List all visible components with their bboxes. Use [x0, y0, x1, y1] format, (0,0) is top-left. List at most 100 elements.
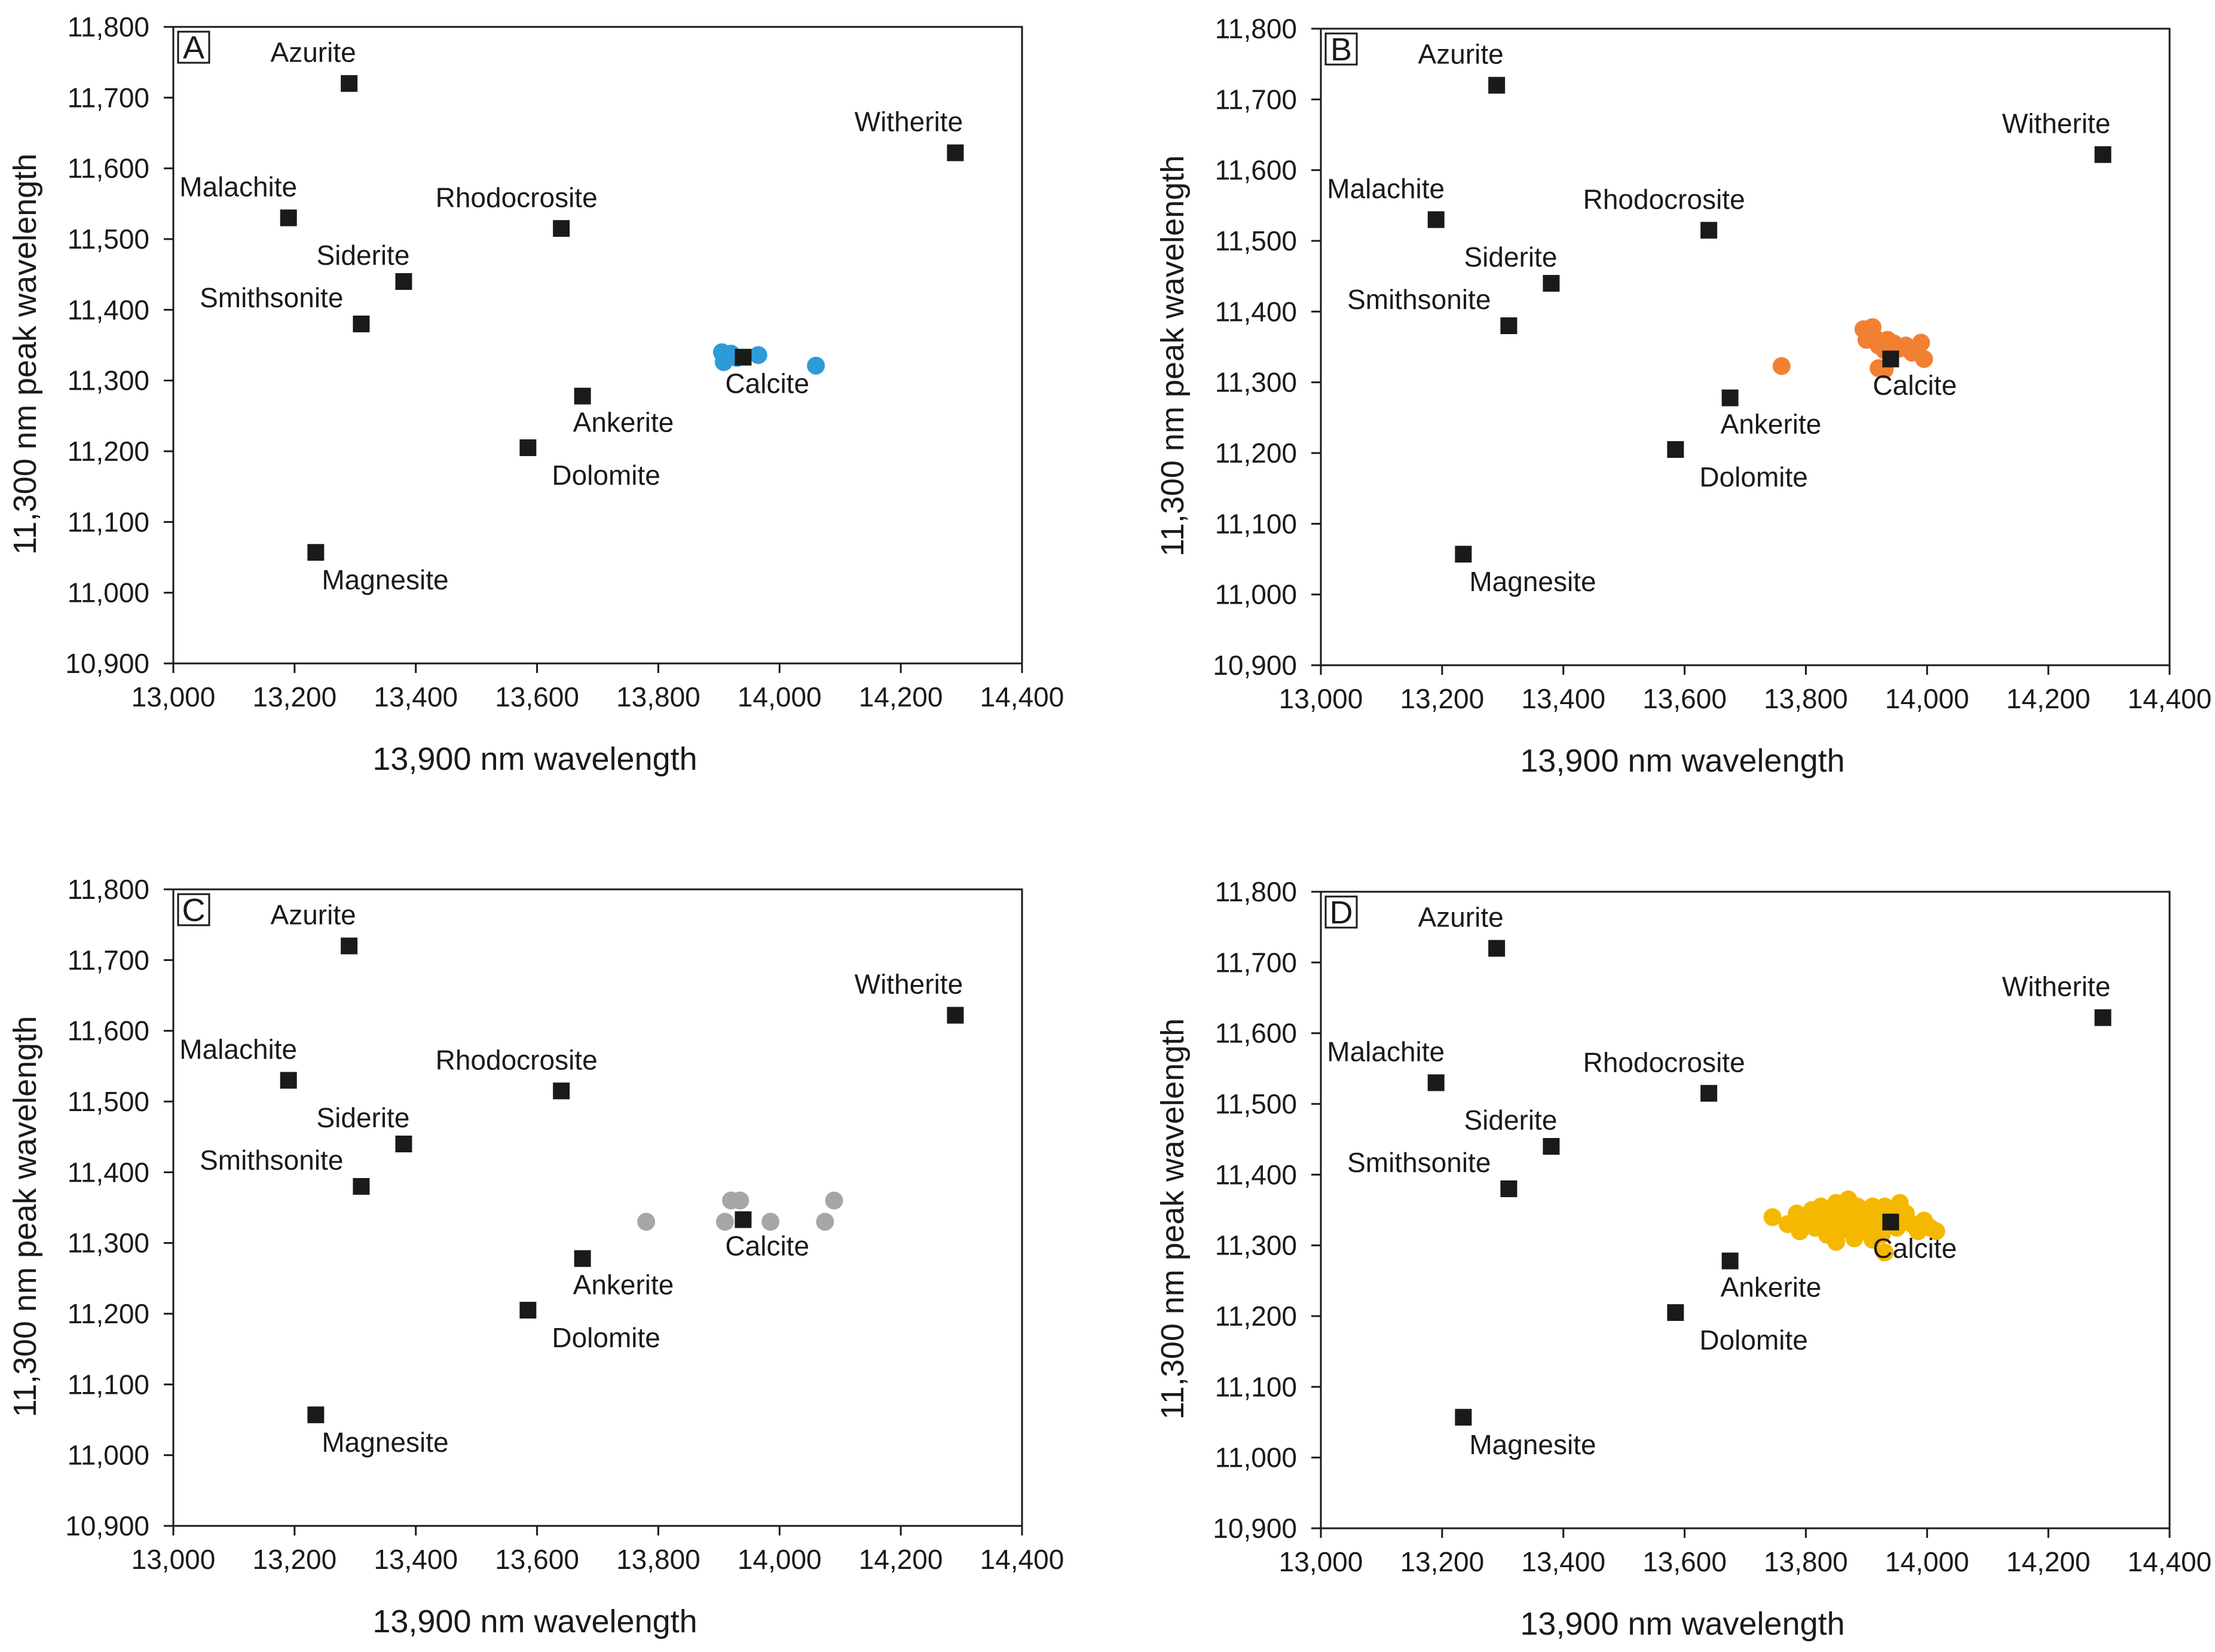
y-tick-label: 11,700	[1215, 947, 1297, 978]
sample-point	[1864, 1231, 1881, 1249]
x-tick-label: 13,800	[1764, 1546, 1848, 1577]
y-tick-label: 11,800	[68, 874, 149, 905]
sample-point	[1827, 1232, 1846, 1251]
y-tick-label: 10,900	[65, 1510, 149, 1541]
sample-point	[816, 1213, 834, 1231]
reference-marker-witherite	[2094, 146, 2112, 163]
reference-label-dolomite: Dolomite	[552, 460, 660, 491]
reference-label-smithsonite: Smithsonite	[200, 282, 343, 313]
y-tick-label: 11,000	[1215, 1442, 1297, 1473]
reference-label-azurite: Azurite	[1418, 39, 1504, 70]
sample-point	[1876, 1243, 1894, 1262]
y-tick-label: 10,900	[1213, 650, 1297, 681]
panel-label-box	[1324, 895, 1358, 929]
y-tick-label: 11,000	[68, 1440, 149, 1471]
x-tick-label: 14,000	[1885, 1546, 1969, 1577]
y-tick-label: 11,200	[1215, 1301, 1297, 1332]
panel-label-box	[177, 30, 210, 64]
reference-label-rhodocrosite: Rhodocrosite	[436, 182, 598, 213]
reference-label-dolomite: Dolomite	[552, 1322, 660, 1353]
x-tick-label: 13,600	[495, 681, 579, 712]
x-tick-label: 13,600	[495, 1544, 579, 1575]
reference-marker-calcite	[1882, 350, 1899, 368]
reference-label-siderite: Siderite	[316, 240, 409, 271]
y-tick-label: 11,100	[68, 1369, 149, 1400]
x-tick-label: 13,400	[1521, 683, 1605, 714]
reference-marker-rhodocrosite	[553, 220, 570, 237]
y-tick-label: 11,500	[68, 224, 149, 255]
panel-label: C	[177, 892, 210, 928]
sample-point	[731, 1191, 749, 1210]
reference-marker-azurite	[341, 75, 358, 92]
plot-frame	[172, 26, 1023, 665]
y-tick-label: 11,000	[1215, 579, 1297, 610]
x-tick-label: 13,800	[1764, 683, 1848, 714]
reference-marker-siderite	[395, 1136, 412, 1152]
panel-label-box	[1324, 32, 1358, 66]
reference-label-azurite: Azurite	[1418, 902, 1504, 933]
x-tick-label: 13,600	[1642, 683, 1727, 714]
plot-frame	[1320, 27, 2171, 666]
y-tick-label: 11,600	[68, 153, 149, 184]
reference-label-magnesite: Magnesite	[322, 564, 448, 595]
x-tick-label: 14,200	[2006, 1546, 2091, 1577]
y-axis-title: 11,300 nm peak wavelength	[1155, 155, 1191, 556]
panel-label: D	[1324, 895, 1358, 931]
reference-marker-dolomite	[1667, 441, 1684, 458]
reference-marker-witherite	[947, 144, 964, 161]
y-tick-label: 11,800	[1215, 13, 1297, 44]
reference-marker-witherite	[947, 1007, 964, 1024]
reference-marker-magnesite	[307, 1406, 325, 1424]
y-tick-label: 11,100	[1215, 508, 1297, 539]
y-tick-label: 10,900	[65, 648, 149, 679]
x-tick-label: 13,000	[1279, 683, 1363, 714]
reference-marker-dolomite	[519, 439, 537, 457]
x-tick-label: 14,000	[738, 681, 822, 712]
sample-point	[1763, 1208, 1782, 1226]
y-tick-label: 11,300	[1215, 1230, 1297, 1261]
panel-label-box	[177, 893, 210, 926]
reference-marker-calcite	[735, 1211, 752, 1228]
reference-label-smithsonite: Smithsonite	[1347, 284, 1491, 315]
x-axis-title: 13,900 nm wavelength	[372, 1604, 697, 1639]
reference-marker-siderite	[1543, 275, 1560, 292]
reference-marker-rhodocrosite	[1700, 1085, 1718, 1102]
reference-marker-witherite	[2094, 1009, 2112, 1026]
y-axis-title: 11,300 nm peak wavelength	[1155, 1018, 1191, 1420]
chart-panel-c: C 13,000 13,200 13,400 13,600 13,800 14,000 14,…	[7, 874, 1064, 1639]
panel-label-text: D	[1330, 895, 1353, 931]
reference-label-malachite: Malachite	[179, 1034, 297, 1065]
reference-marker-ankerite	[574, 1250, 591, 1267]
sample-points	[1772, 318, 1933, 379]
y-tick-label: 11,300	[68, 1228, 149, 1259]
x-tick-label: 13,000	[131, 681, 216, 712]
x-tick-label: 13,400	[374, 681, 458, 712]
y-tick-label: 11,600	[68, 1015, 149, 1047]
panel-label-text: C	[182, 892, 206, 928]
x-tick-label: 13,200	[1400, 683, 1485, 714]
reference-marker-malachite	[1427, 1074, 1445, 1091]
reference-marker-malachite	[280, 209, 297, 227]
reference-marker-smithsonite	[353, 316, 370, 332]
plot-frame	[1320, 891, 2171, 1529]
x-axis-title: 13,900 nm wavelength	[372, 741, 697, 777]
sample-point	[716, 1213, 734, 1231]
reference-label-azurite: Azurite	[271, 37, 356, 68]
sample-point	[807, 356, 825, 375]
reference-marker-ankerite	[1721, 1252, 1739, 1269]
reference-marker-magnesite	[1455, 1409, 1472, 1426]
reference-label-calcite: Calcite	[725, 368, 809, 399]
chart-panel-d: D 13,000 13,200 13,400 13,600 13,800 14,000 14,…	[1155, 876, 2211, 1642]
x-tick-label: 14,000	[738, 1544, 822, 1575]
x-axis-title: 13,900 nm wavelength	[1520, 1606, 1844, 1642]
y-tick-label: 11,800	[68, 11, 149, 42]
reference-label-rhodocrosite: Rhodocrosite	[1583, 183, 1745, 215]
y-tick-label: 11,500	[1215, 225, 1297, 256]
x-tick-label: 14,200	[2006, 683, 2091, 714]
y-tick-label: 11,600	[1215, 1018, 1297, 1049]
reference-label-magnesite: Magnesite	[322, 1427, 448, 1458]
x-tick-label: 13,200	[253, 681, 337, 712]
reference-label-siderite: Siderite	[1464, 1105, 1557, 1136]
reference-marker-ankerite	[1721, 389, 1739, 406]
reference-marker-smithsonite	[353, 1178, 370, 1195]
